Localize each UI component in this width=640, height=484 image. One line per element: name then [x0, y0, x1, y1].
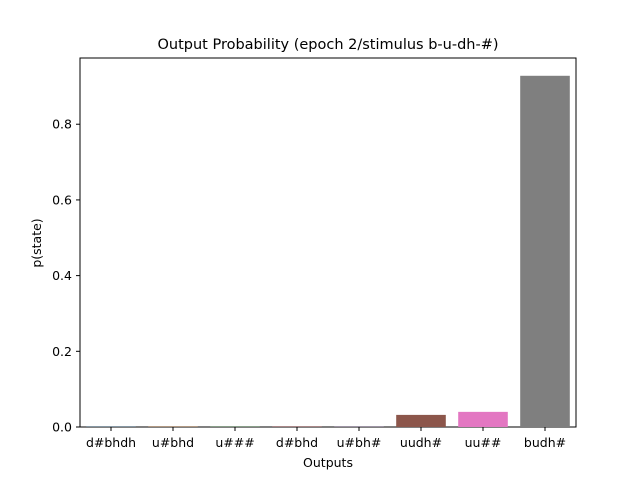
y-tick-label: 0.6	[52, 192, 72, 207]
x-tick-label: u#bh#	[337, 435, 382, 450]
x-tick-label: budh#	[524, 435, 566, 450]
y-tick-label: 0.8	[52, 117, 72, 132]
x-tick-label: d#bhd	[276, 435, 318, 450]
x-tick-label: d#bhdh	[86, 435, 136, 450]
x-tick-label: u#bhd	[152, 435, 194, 450]
x-tick-label: u###	[215, 435, 254, 450]
y-tick-label: 0.2	[52, 344, 72, 359]
bar-uudh#	[396, 415, 446, 427]
x-tick-label: uu##	[465, 435, 502, 450]
x-axis-label: Outputs	[303, 455, 353, 470]
y-tick-label: 0.4	[52, 268, 72, 283]
chart-title: Output Probability (epoch 2/stimulus b-u…	[157, 37, 498, 53]
y-axis-label: p(state)	[29, 218, 44, 267]
bar-budh#	[520, 76, 570, 427]
bar-uu##	[458, 412, 508, 427]
x-tick-label: uudh#	[400, 435, 442, 450]
y-tick-label: 0.0	[52, 420, 72, 435]
